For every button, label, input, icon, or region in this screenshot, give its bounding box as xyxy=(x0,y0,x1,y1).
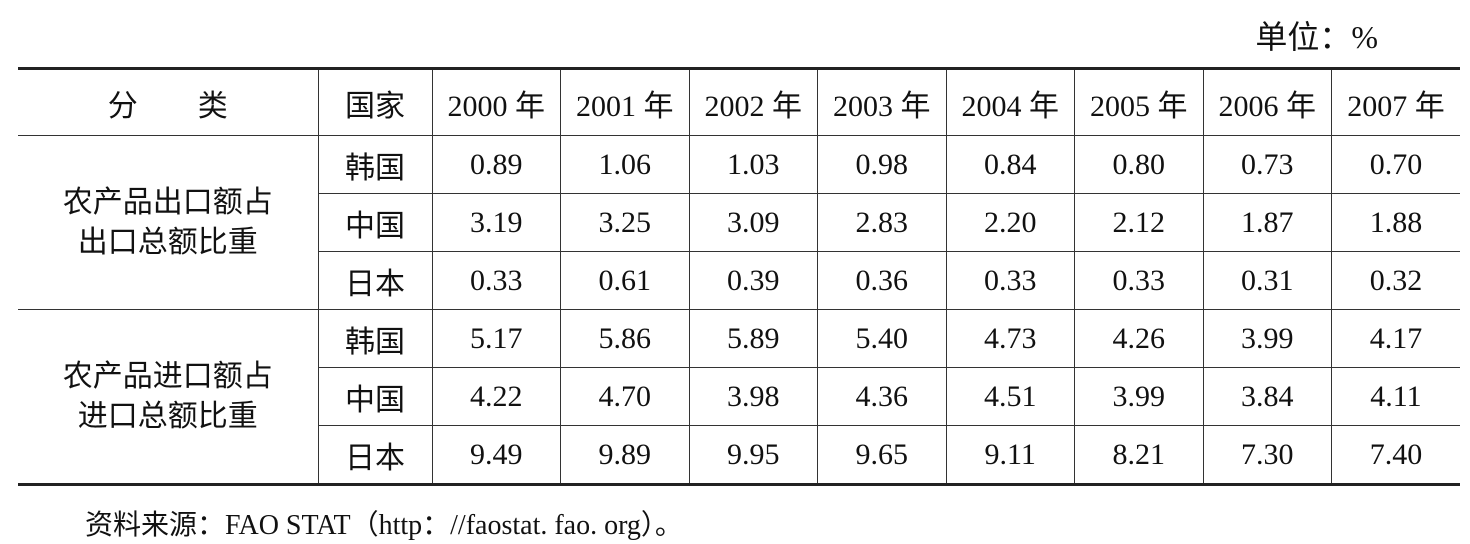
group-cell: 农产品出口额占 出口总额比重 xyxy=(18,135,319,310)
value-cell: 0.33 xyxy=(945,251,1075,310)
value-cell: 4.36 xyxy=(817,367,947,426)
header-cell: 国家 xyxy=(317,68,433,136)
table-row: 农产品出口额占 出口总额比重 韩国 0.89 1.06 1.03 0.98 0.84 0.80 0… xyxy=(18,135,1460,310)
header-cell: 2000 年 xyxy=(431,68,561,136)
group-label-line: 农产品出口额占 xyxy=(62,185,273,219)
group-label-line: 进口总额比重 xyxy=(77,399,258,433)
value-cell: 4.73 xyxy=(945,309,1075,368)
value-cell: 3.99 xyxy=(1202,309,1332,368)
country-cell: 日本 xyxy=(318,251,433,310)
value-cell: 1.03 xyxy=(688,135,818,194)
country-cell: 韩国 xyxy=(317,309,433,368)
value-cell: 0.39 xyxy=(688,251,818,310)
header-cell: 2004 年 xyxy=(945,68,1075,136)
group-label-line: 农产品进口额占 xyxy=(62,359,273,393)
value-cell: 0.33 xyxy=(1074,251,1204,310)
table-row: 中国 4.22 4.70 3.98 4.36 4.51 3.99 3.84 4.11 xyxy=(18,367,1460,426)
value-cell: 4.26 xyxy=(1074,309,1204,368)
value-cell: 3.84 xyxy=(1202,367,1332,426)
header-cell: 2006 年 xyxy=(1202,68,1332,136)
value-cell: 4.11 xyxy=(1331,367,1460,426)
group-cell: 农产品进口额占 进口总额比重 xyxy=(18,309,319,485)
value-cell: 0.32 xyxy=(1331,251,1460,310)
value-cell: 0.31 xyxy=(1202,251,1332,310)
value-cell: 7.40 xyxy=(1331,425,1460,485)
header-cell: 2005 年 xyxy=(1074,68,1204,136)
value-cell: 3.19 xyxy=(431,193,561,252)
value-cell: 1.88 xyxy=(1331,193,1460,252)
value-cell: 3.09 xyxy=(688,193,818,252)
value-cell: 3.99 xyxy=(1074,367,1204,426)
value-cell: 9.11 xyxy=(945,425,1075,485)
value-cell: 1.06 xyxy=(560,135,690,194)
value-cell: 0.36 xyxy=(817,251,947,310)
value-cell: 0.61 xyxy=(560,251,690,310)
value-cell: 9.95 xyxy=(688,425,818,485)
value-cell: 2.12 xyxy=(1074,193,1204,252)
value-cell: 5.40 xyxy=(817,309,947,368)
value-cell: 0.89 xyxy=(431,135,561,194)
table-row: 中国 3.19 3.25 3.09 2.83 2.20 2.12 1.87 1.88 xyxy=(18,193,1460,252)
value-cell: 9.49 xyxy=(431,425,561,485)
header-cell: 2003 年 xyxy=(817,68,947,136)
group-label-line: 出口总额比重 xyxy=(77,225,258,259)
value-cell: 0.73 xyxy=(1202,135,1332,194)
value-cell: 4.17 xyxy=(1331,309,1460,368)
value-cell: 2.20 xyxy=(945,193,1075,252)
table-row: 日本 9.49 9.89 9.95 9.65 9.11 8.21 7.30 7.40 xyxy=(18,425,1460,485)
unit-label: 单位：% xyxy=(1255,19,1378,55)
country-cell: 韩国 xyxy=(317,135,433,194)
value-cell: 7.30 xyxy=(1202,425,1332,485)
table-body: 农产品出口额占 出口总额比重 韩国 0.89 1.06 1.03 0.98 0.84 0.80 0… xyxy=(18,135,1460,485)
value-cell: 3.98 xyxy=(688,367,818,426)
table-row: 农产品进口额占 进口总额比重 韩国 5.17 5.86 5.89 5.40 4.73 4.26 3… xyxy=(18,309,1460,485)
header-cell: 2001 年 xyxy=(560,68,690,136)
source-note: 资料来源：FAO STAT（http：//faostat. fao. org）。 xyxy=(85,510,683,541)
value-cell: 5.89 xyxy=(688,309,818,368)
value-cell: 2.83 xyxy=(817,193,947,252)
value-cell: 9.65 xyxy=(817,425,947,485)
value-cell: 0.70 xyxy=(1331,135,1460,194)
country-cell: 中国 xyxy=(318,193,433,252)
country-cell: 中国 xyxy=(318,367,433,426)
value-cell: 5.17 xyxy=(431,309,561,368)
header-cell: 分 类 xyxy=(18,68,319,136)
value-cell: 9.89 xyxy=(560,425,690,485)
value-cell: 3.25 xyxy=(560,193,690,252)
value-cell: 5.86 xyxy=(560,309,690,368)
data-table: 分 类国家 2000 年 2001 年 2002 年 2003 年 2004 年 2005 … xyxy=(18,67,1460,486)
header-cell: 2002 年 xyxy=(688,68,818,136)
header-cell: 2007 年 xyxy=(1331,68,1460,136)
value-cell: 4.22 xyxy=(431,367,561,426)
value-cell: 4.51 xyxy=(945,367,1075,426)
table-row: 日本 0.33 0.61 0.39 0.36 0.33 0.33 0.31 0.32 xyxy=(18,251,1460,310)
value-cell: 0.84 xyxy=(945,135,1075,194)
value-cell: 8.21 xyxy=(1074,425,1204,485)
value-cell: 0.98 xyxy=(817,135,947,194)
value-cell: 0.33 xyxy=(431,251,561,310)
value-cell: 1.87 xyxy=(1202,193,1332,252)
header-row: 分 类国家 2000 年 2001 年 2002 年 2003 年 2004 年 2005 … xyxy=(18,68,1460,136)
value-cell: 4.70 xyxy=(560,367,690,426)
country-cell: 日本 xyxy=(318,425,433,485)
value-cell: 0.80 xyxy=(1074,135,1204,194)
